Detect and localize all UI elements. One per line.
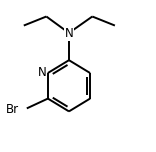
Text: N: N (38, 66, 46, 79)
Text: N: N (65, 27, 73, 40)
Text: Br: Br (6, 103, 19, 116)
